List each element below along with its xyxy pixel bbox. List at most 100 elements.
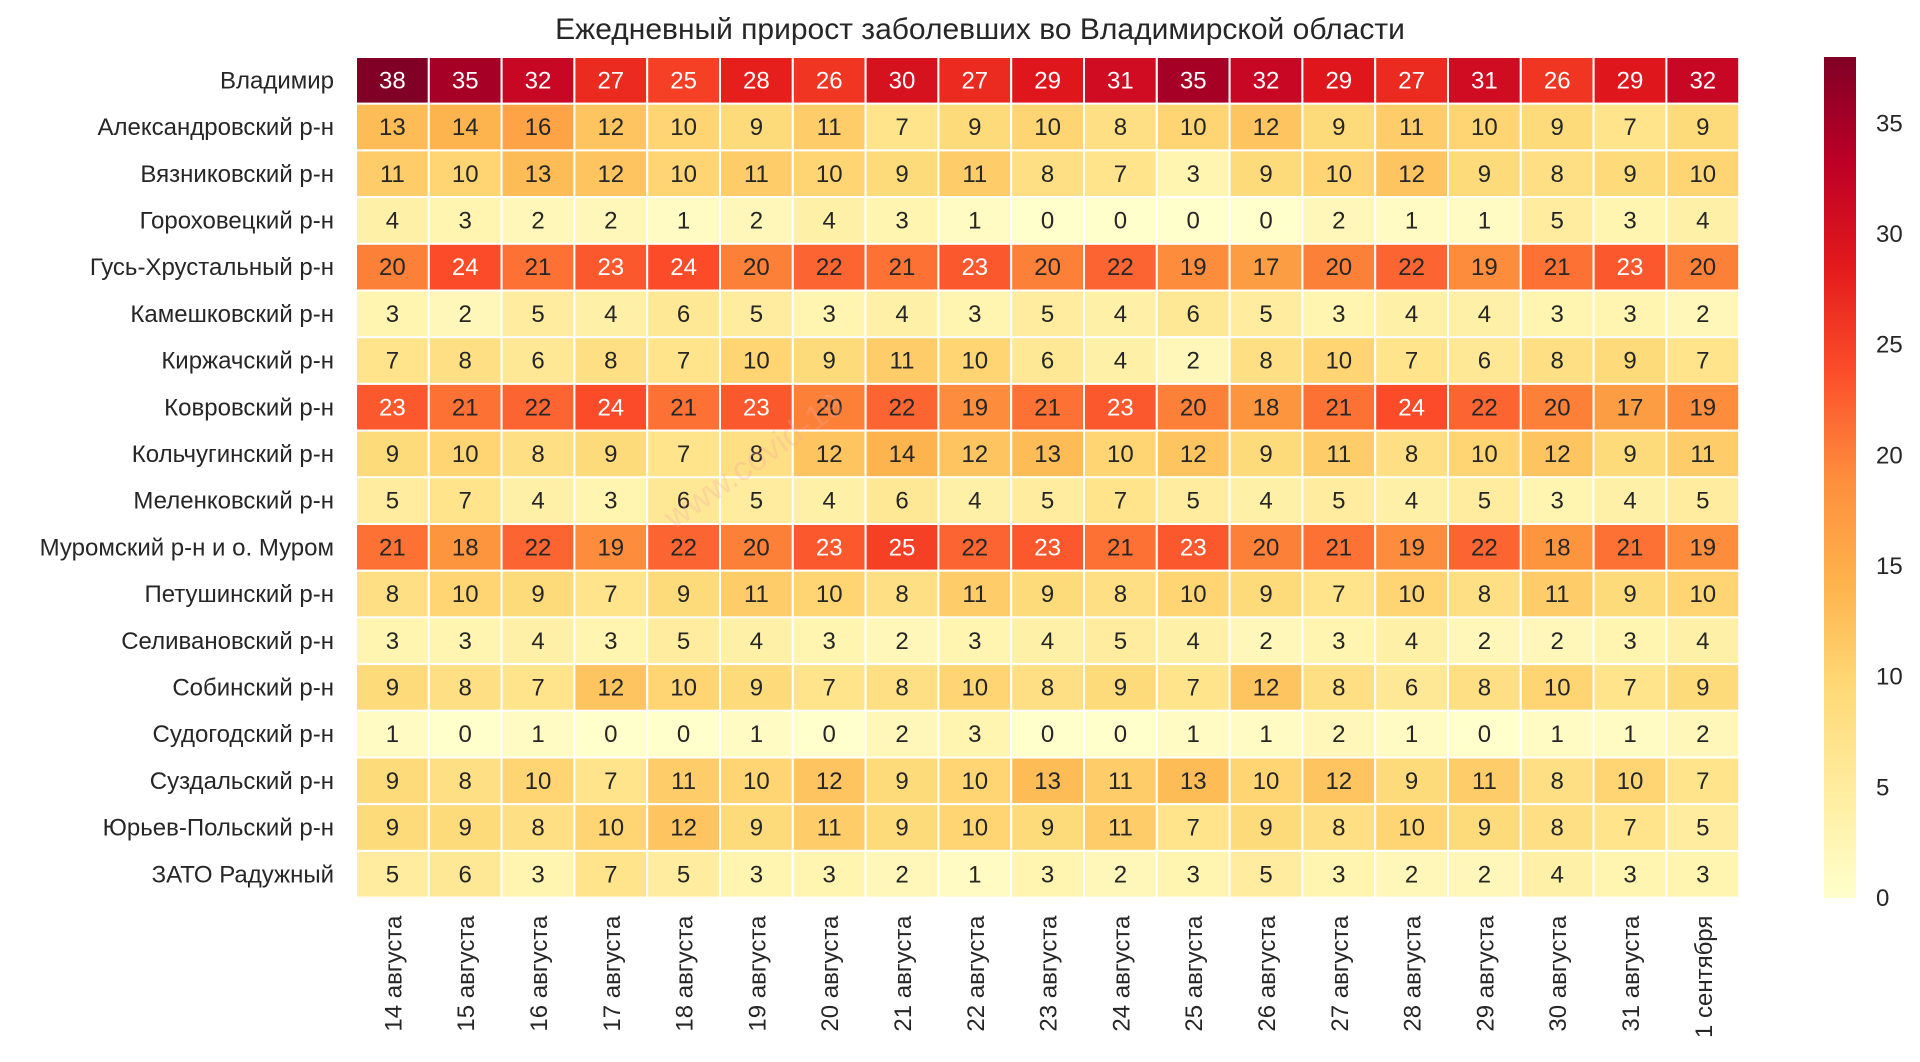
heatmap-cell	[1228, 523, 1304, 572]
cell-value-label: 3	[823, 861, 836, 888]
cell-value-label: 14	[889, 441, 916, 468]
cell-value-label: 4	[1114, 301, 1127, 328]
cell-value-label: 6	[1478, 348, 1491, 375]
heatmap-cell	[1447, 523, 1522, 572]
heatmap-cell	[355, 336, 430, 385]
cell-value-label: 6	[677, 488, 690, 515]
cell-value-label: 7	[1623, 674, 1636, 701]
cell-value-label: 9	[895, 161, 908, 188]
cell-value-label: 1	[677, 207, 690, 234]
heatmap-cell	[646, 849, 722, 899]
heatmap-cell	[719, 756, 794, 806]
cell-value-label: 11	[744, 581, 769, 608]
cell-value-label: 9	[1696, 114, 1709, 141]
cell-value-label: 8	[1114, 114, 1127, 141]
cell-value-label: 10	[1544, 674, 1571, 701]
column-label: 15 августа	[453, 915, 480, 1032]
cell-value-label: 0	[1114, 721, 1127, 748]
cell-value-label: 4	[823, 488, 836, 515]
heatmap-cell	[1374, 336, 1449, 385]
cell-value-label: 11	[817, 114, 842, 141]
cell-value-label: 12	[1398, 161, 1425, 188]
heatmap-cell	[864, 336, 940, 385]
cell-value-label: 21	[1325, 394, 1352, 421]
cell-value-label: 9	[1696, 674, 1709, 701]
cell-value-label: 8	[459, 348, 472, 375]
heatmap-cell	[1301, 616, 1377, 666]
heatmap-cell	[1447, 663, 1522, 712]
cell-value-label: 10	[1107, 441, 1134, 468]
cell-value-label: 9	[1259, 581, 1272, 608]
row-labels: Владимир Александровский р-н Вязниковский …	[40, 67, 334, 888]
colorbar-ticks: 0 5 10 15 20 25 30 35	[1876, 110, 1903, 912]
cell-value-label: 11	[962, 161, 987, 188]
cell-value-label: 11	[1545, 581, 1570, 608]
cell-value-label: 10	[1325, 161, 1352, 188]
cell-value-label: 8	[459, 768, 472, 795]
cell-value-label: 9	[386, 441, 399, 468]
cell-value-label: 3	[459, 207, 472, 234]
row-label: Судогодский р-н	[152, 721, 334, 748]
heatmap-cell	[1010, 849, 1086, 899]
cell-value-label: 22	[889, 394, 916, 421]
cell-value-label: 22	[1398, 254, 1425, 281]
cell-value-label: 5	[1187, 488, 1200, 515]
cell-value-label: 23	[1180, 534, 1207, 561]
heatmap-cell	[355, 663, 430, 712]
cell-value-label: 8	[1551, 161, 1564, 188]
heatmap-cell	[355, 102, 430, 152]
column-labels: 14 августа 15 августа 16 августа 17 августа…	[380, 915, 1717, 1038]
cell-value-label: 9	[1623, 161, 1636, 188]
heatmap-cell	[573, 196, 649, 245]
cell-value-label: 22	[961, 534, 988, 561]
cell-value-label: 22	[1107, 254, 1134, 281]
cell-value-label: 6	[1405, 674, 1418, 701]
cell-value-label: 13	[525, 161, 552, 188]
cell-value-label: 21	[1544, 254, 1571, 281]
heatmap-cell	[1155, 242, 1231, 292]
heatmap-cell	[1155, 56, 1231, 105]
heatmap-cell	[791, 429, 867, 479]
cell-value-label: 11	[1472, 768, 1497, 795]
cell-value-label: 3	[968, 721, 981, 748]
cell-value-label: 7	[1696, 348, 1709, 375]
cell-value-label: 26	[1544, 67, 1571, 94]
cell-value-label: 7	[1114, 488, 1127, 515]
heatmap-cell	[864, 429, 940, 479]
heatmap-cell	[573, 289, 649, 339]
heatmap-cell	[1592, 149, 1668, 199]
row-label: Селивановский р-н	[121, 628, 334, 655]
cell-value-label: 11	[1108, 768, 1133, 795]
heatmap-cell	[1010, 196, 1086, 245]
heatmap-cell	[1155, 756, 1231, 806]
heatmap-cell	[719, 56, 794, 105]
cell-value-label: 2	[1478, 861, 1491, 888]
cell-value-label: 4	[1405, 301, 1418, 328]
cell-value-label: 31	[1107, 67, 1134, 94]
cell-value-label: 31	[1471, 67, 1498, 94]
cell-value-label: 13	[1034, 768, 1061, 795]
cell-value-label: 10	[1471, 114, 1498, 141]
cell-value-label: 6	[1041, 348, 1054, 375]
cell-value-label: 29	[1617, 67, 1644, 94]
heatmap-cell	[500, 289, 576, 339]
heatmap-cell	[573, 849, 649, 899]
heatmap-cell	[427, 242, 503, 292]
cell-value-label: 17	[1617, 394, 1644, 421]
cell-value-label: 11	[817, 815, 842, 842]
cell-value-label: 10	[670, 114, 697, 141]
heatmap-cell	[500, 663, 576, 712]
cell-value-label: 4	[531, 488, 544, 515]
cell-value-label: 3	[531, 861, 544, 888]
cell-value-label: 22	[1471, 534, 1498, 561]
heatmap-cell	[1665, 849, 1741, 899]
heatmap-cell	[791, 663, 867, 712]
column-label: 31 августа	[1618, 915, 1645, 1032]
cell-value-label: 5	[1041, 301, 1054, 328]
cell-value-label: 21	[1107, 534, 1134, 561]
cell-value-label: 11	[744, 161, 769, 188]
cell-value-label: 10	[961, 348, 988, 375]
heatmap-cell	[1228, 289, 1304, 339]
heatmap-cell	[1301, 429, 1377, 479]
heatmap-cell	[1155, 102, 1231, 152]
